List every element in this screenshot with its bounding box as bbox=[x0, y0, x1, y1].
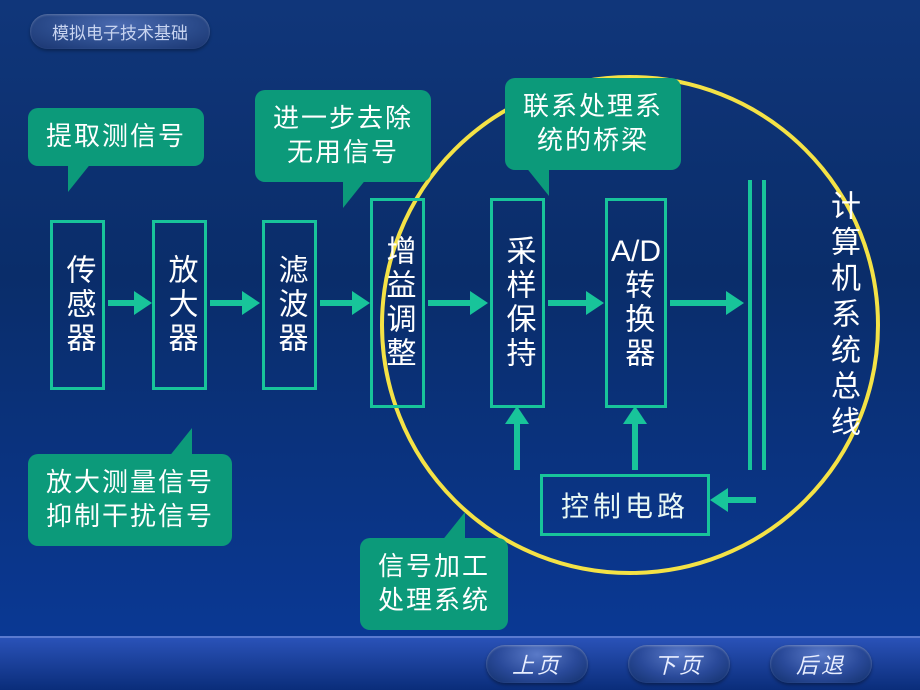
arrow-h-5 bbox=[670, 300, 730, 306]
arrow-h-0 bbox=[108, 300, 138, 306]
arrow-h-6 bbox=[724, 497, 756, 503]
callout-tail bbox=[168, 428, 192, 458]
flow-box-amp: 放大器 bbox=[152, 220, 207, 390]
adc-bottom-label: 转换器 bbox=[619, 269, 654, 371]
flow-box-adc: A/D转换器 bbox=[605, 198, 667, 408]
flow-box-gain: 增益调整 bbox=[370, 198, 425, 408]
callout-line: 进一步去除 bbox=[273, 102, 413, 136]
footer-bar: 上页 下页 后退 bbox=[0, 636, 920, 690]
arrow-h-4 bbox=[548, 300, 590, 306]
callout-c1: 提取测信号 bbox=[28, 108, 204, 166]
arrow-v-1 bbox=[632, 420, 638, 470]
callout-line: 放大测量信号 bbox=[46, 466, 214, 500]
callout-tail bbox=[343, 178, 367, 208]
callout-tail bbox=[68, 162, 92, 192]
callout-tail bbox=[525, 166, 549, 196]
callout-c3: 联系处理系统的桥梁 bbox=[505, 78, 681, 170]
flow-box-sample: 采样保持 bbox=[490, 198, 545, 408]
arrow-h-1 bbox=[210, 300, 246, 306]
callout-tail bbox=[441, 512, 465, 542]
callout-line: 无用信号 bbox=[273, 136, 413, 170]
diagram-canvas: 计算机系统总线 传感器放大器滤波器增益调整 采样保持 A/D转换器 控制电路 提取测… bbox=[0, 0, 920, 690]
callout-c2: 进一步去除无用信号 bbox=[255, 90, 431, 182]
callout-line: 联系处理系 bbox=[523, 90, 663, 124]
adc-top-label: A/D bbox=[611, 235, 661, 270]
bus-line-left bbox=[748, 180, 752, 470]
arrow-h-2 bbox=[320, 300, 356, 306]
control-circuit-box: 控制电路 bbox=[540, 474, 710, 536]
arrow-h-3 bbox=[428, 300, 474, 306]
prev-button[interactable]: 上页 bbox=[486, 645, 588, 683]
bus-label: 计算机系统总线 bbox=[820, 190, 864, 442]
flow-box-filter: 滤波器 bbox=[262, 220, 317, 390]
callout-line: 统的桥梁 bbox=[523, 124, 663, 158]
arrow-v-0 bbox=[514, 420, 520, 470]
callout-line: 抑制干扰信号 bbox=[46, 500, 214, 534]
back-button[interactable]: 后退 bbox=[770, 645, 872, 683]
bus-line-right bbox=[762, 180, 766, 470]
callout-line: 处理系统 bbox=[378, 584, 490, 618]
next-button[interactable]: 下页 bbox=[628, 645, 730, 683]
flow-box-sensor: 传感器 bbox=[50, 220, 105, 390]
callout-c4: 放大测量信号抑制干扰信号 bbox=[28, 454, 232, 546]
callout-line: 信号加工 bbox=[378, 550, 490, 584]
callout-line: 提取测信号 bbox=[46, 120, 186, 154]
callout-c5: 信号加工处理系统 bbox=[360, 538, 508, 630]
